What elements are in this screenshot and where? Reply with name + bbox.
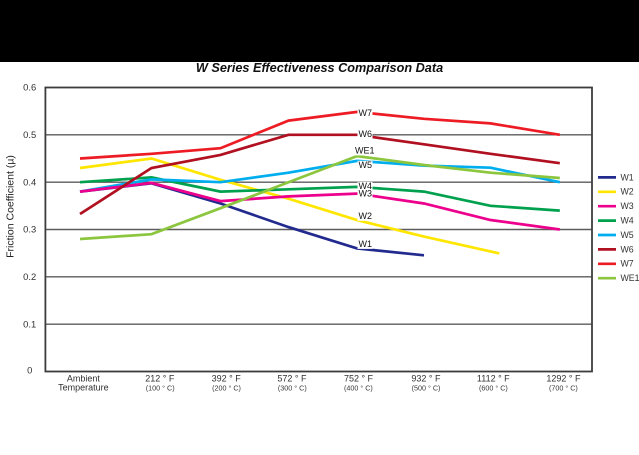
svg-text:(100 ° C): (100 ° C) bbox=[146, 383, 175, 392]
svg-text:0.6: 0.6 bbox=[23, 82, 36, 93]
svg-text:0: 0 bbox=[27, 364, 32, 375]
svg-text:(500 ° C): (500 ° C) bbox=[412, 383, 441, 392]
svg-text:W7: W7 bbox=[359, 108, 373, 118]
svg-text:W2: W2 bbox=[359, 211, 373, 221]
svg-text:(400 ° C): (400 ° C) bbox=[344, 383, 373, 392]
svg-text:572 ° F: 572 ° F bbox=[277, 374, 307, 384]
svg-text:(600 ° C): (600 ° C) bbox=[479, 383, 508, 392]
svg-text:932 ° F: 932 ° F bbox=[411, 374, 441, 384]
svg-text:0.2: 0.2 bbox=[23, 271, 36, 282]
svg-text:W7: W7 bbox=[621, 259, 634, 269]
svg-text:0.5: 0.5 bbox=[23, 129, 36, 140]
svg-text:W4: W4 bbox=[621, 216, 634, 226]
svg-text:W6: W6 bbox=[359, 129, 373, 139]
svg-text:W1: W1 bbox=[621, 172, 634, 182]
svg-text:W5: W5 bbox=[621, 230, 634, 240]
svg-text:Ambient: Ambient bbox=[67, 374, 101, 384]
svg-text:1292 ° F: 1292 ° F bbox=[546, 374, 581, 384]
svg-text:W5: W5 bbox=[359, 160, 373, 170]
svg-text:(300 ° C): (300 ° C) bbox=[278, 383, 307, 392]
svg-text:392 ° F: 392 ° F bbox=[212, 374, 242, 384]
svg-text:0.3: 0.3 bbox=[23, 224, 36, 235]
svg-text:WE1: WE1 bbox=[621, 273, 639, 283]
svg-text:W1: W1 bbox=[359, 239, 373, 249]
svg-text:752 ° F: 752 ° F bbox=[344, 374, 374, 384]
svg-text:W6: W6 bbox=[621, 244, 634, 254]
svg-text:W3: W3 bbox=[621, 201, 634, 211]
svg-text:W3: W3 bbox=[359, 189, 373, 199]
svg-text:W4: W4 bbox=[359, 181, 373, 191]
svg-text:W2: W2 bbox=[621, 187, 634, 197]
svg-text:0.4: 0.4 bbox=[23, 176, 36, 187]
svg-text:Friction Coefficient (µ): Friction Coefficient (µ) bbox=[5, 155, 17, 258]
svg-text:(700 ° C): (700 ° C) bbox=[549, 383, 578, 392]
svg-text:212 ° F: 212 ° F bbox=[145, 374, 175, 384]
svg-text:Temperature: Temperature bbox=[58, 383, 109, 393]
svg-text:WE1: WE1 bbox=[355, 145, 375, 155]
svg-text:0.1: 0.1 bbox=[23, 318, 36, 329]
svg-text:(200 ° C): (200 ° C) bbox=[212, 383, 241, 392]
svg-text:1112 ° F: 1112 ° F bbox=[477, 374, 510, 384]
